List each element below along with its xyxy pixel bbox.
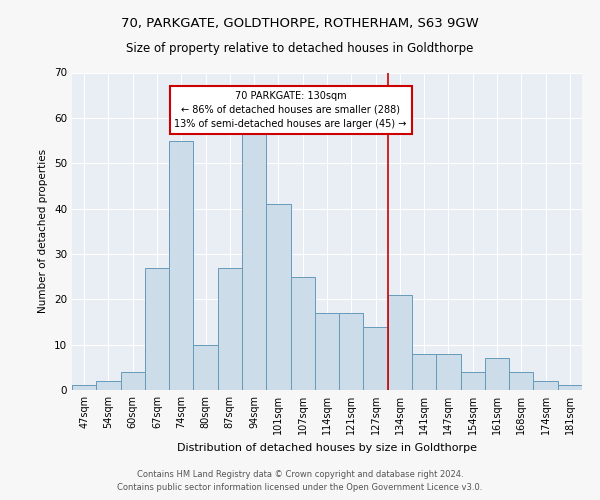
- Bar: [72, 386, 96, 390]
- Text: Size of property relative to detached houses in Goldthorpe: Size of property relative to detached ho…: [127, 42, 473, 55]
- Bar: [533, 381, 558, 390]
- Bar: [558, 386, 582, 390]
- Bar: [315, 313, 339, 390]
- Bar: [364, 326, 388, 390]
- Y-axis label: Number of detached properties: Number of detached properties: [38, 149, 49, 314]
- Bar: [193, 344, 218, 390]
- X-axis label: Distribution of detached houses by size in Goldthorpe: Distribution of detached houses by size …: [177, 442, 477, 452]
- Bar: [218, 268, 242, 390]
- Bar: [436, 354, 461, 390]
- Text: Contains HM Land Registry data © Crown copyright and database right 2024.: Contains HM Land Registry data © Crown c…: [137, 470, 463, 479]
- Bar: [242, 132, 266, 390]
- Text: 70 PARKGATE: 130sqm
← 86% of detached houses are smaller (288)
13% of semi-detac: 70 PARKGATE: 130sqm ← 86% of detached ho…: [175, 90, 407, 128]
- Bar: [145, 268, 169, 390]
- Bar: [290, 276, 315, 390]
- Bar: [485, 358, 509, 390]
- Bar: [169, 140, 193, 390]
- Bar: [339, 313, 364, 390]
- Text: Contains public sector information licensed under the Open Government Licence v3: Contains public sector information licen…: [118, 484, 482, 492]
- Bar: [121, 372, 145, 390]
- Bar: [509, 372, 533, 390]
- Bar: [266, 204, 290, 390]
- Bar: [96, 381, 121, 390]
- Bar: [461, 372, 485, 390]
- Bar: [412, 354, 436, 390]
- Text: 70, PARKGATE, GOLDTHORPE, ROTHERHAM, S63 9GW: 70, PARKGATE, GOLDTHORPE, ROTHERHAM, S63…: [121, 18, 479, 30]
- Bar: [388, 294, 412, 390]
